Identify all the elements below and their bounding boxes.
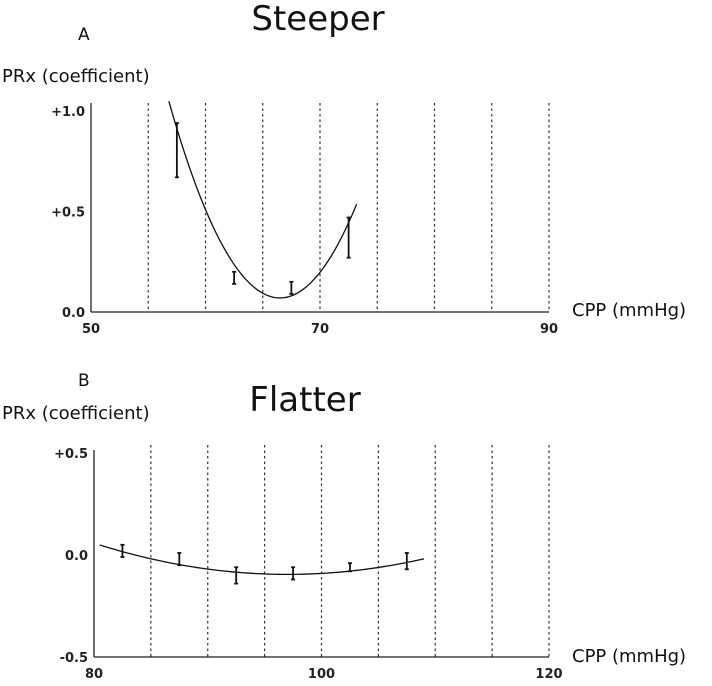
panel-b-xlabel: CPP (mmHg) [572,646,686,667]
panel-b-fit-curve [99,544,425,576]
panel-b-error-bars [120,543,409,585]
panel-a-x-tick-50: 50 [82,322,100,337]
panel-a-error-bar-4 [346,216,351,259]
panel-a: Steeper A PRx (coefficient) CPP (mmHg) 5… [2,0,686,337]
panel-a-ylabel: PRx (coefficient) [2,66,150,87]
panel-a-error-bar-3 [289,280,294,295]
panel-b-ylabel: PRx (coefficient) [2,403,150,424]
panel-a-gridlines [147,103,550,312]
panel-b-error-bar-5 [347,562,352,573]
panel-b-error-bar-1 [120,543,125,558]
panel-a-fit-curve [168,101,358,299]
panel-b-error-bar-2 [177,552,182,567]
panel-a-y-tick-0.0: 0.0 [62,306,85,321]
panel-b-letter: B [78,371,90,391]
panel-b-gridlines [150,445,550,657]
panel-a-y-tick-+0.5: +0.5 [51,206,85,221]
panel-b-y-tick-+0.5: +0.5 [54,447,88,462]
panel-a-error-bar-1 [174,122,179,179]
panel-b-x-tick-120: 120 [535,667,562,682]
panel-b-error-bar-6 [404,552,409,571]
panel-b: Flatter B PRx (coefficient) CPP (mmHg) 8… [2,371,686,682]
panel-a-tick-labels: 50 70 90 +1.0 +0.5 0.0 [51,105,558,337]
panel-a-title: Steeper [251,0,384,39]
panel-a-error-bars [174,122,351,295]
panel-b-title: Flatter [249,380,360,420]
panel-a-x-tick-70: 70 [311,322,329,337]
panel-a-xlabel: CPP (mmHg) [572,300,686,321]
panel-b-y-tick--0.5: -0.5 [60,651,88,666]
panel-b-error-bar-4 [291,566,296,581]
panel-b-y-tick-0.0: 0.0 [65,549,88,564]
panel-a-x-tick-90: 90 [540,322,558,337]
panel-b-error-bar-3 [234,566,239,585]
panel-a-error-bar-2 [232,270,237,285]
panel-b-x-tick-100: 100 [308,667,335,682]
panel-b-tick-labels: 80 100 120 +0.5 0.0 -0.5 [54,447,562,682]
panel-a-y-tick-+1.0: +1.0 [51,105,85,120]
panel-b-x-tick-80: 80 [85,667,103,682]
panel-a-letter: A [78,25,90,45]
